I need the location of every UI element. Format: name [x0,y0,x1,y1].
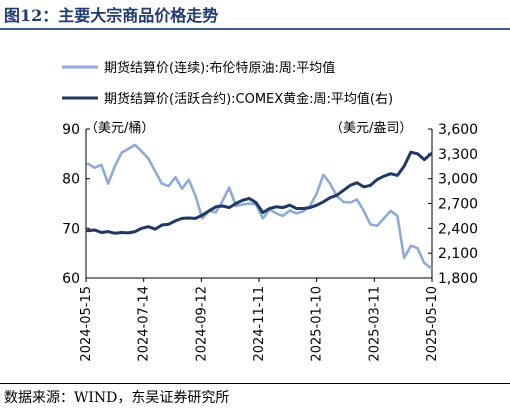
legend: 期货结算价(连续):布伦特原油:周:平均值 期货结算价(活跃合约):COMEX黄… [62,60,393,107]
right-y-tick-label: 2,100 [438,246,478,262]
axes: 60 70 80 90 1,800 2,100 2,400 2,700 3,000 3,300 3,… [62,122,478,362]
source-divider [0,383,510,384]
left-y-tick-label: 80 [62,172,80,188]
x-tick-label: 2024-07-14 [137,286,152,362]
left-axis-unit-label: （美元/桶） [85,121,154,136]
right-y-tick-label: 1,800 [438,271,478,287]
series-line-brent [86,143,433,270]
price-chart: 期货结算价(连续):布伦特原油:周:平均值 期货结算价(活跃合约):COMEX黄… [62,60,478,362]
x-tick-label: 2024-11-11 [252,286,267,362]
left-y-tick-label: 60 [62,271,80,287]
title-divider [0,28,510,30]
x-tick-label: 2024-09-12 [194,286,209,362]
right-y-tick-label: 3,000 [438,172,478,188]
legend-label-brent: 期货结算价(连续):布伦特原油:周:平均值 [104,60,335,76]
x-tick-label: 2025-03-11 [367,286,382,362]
left-y-tick-label: 90 [62,122,80,138]
right-y-tick-label: 3,600 [438,122,478,138]
source-note: 数据来源：WIND，东吴证券研究所 [4,390,230,406]
x-tick-label: 2025-05-10 [425,286,440,362]
series-line-comex [86,150,433,235]
x-tick-label: 2025-01-10 [310,286,325,362]
right-axis-unit-label: （美元/盎司） [330,121,412,136]
right-y-tick-label: 2,400 [438,221,478,237]
figure-title: 图12：主要大宗商品价格走势 [4,6,219,25]
right-y-tick-label: 2,700 [438,197,478,213]
x-tick-label: 2024-05-15 [79,286,94,362]
left-y-tick-label: 70 [62,221,80,237]
right-y-tick-label: 3,300 [438,147,478,163]
series-lines [86,143,433,270]
legend-label-comex: 期货结算价(活跃合约):COMEX黄金:周:平均值(右) [104,91,393,107]
